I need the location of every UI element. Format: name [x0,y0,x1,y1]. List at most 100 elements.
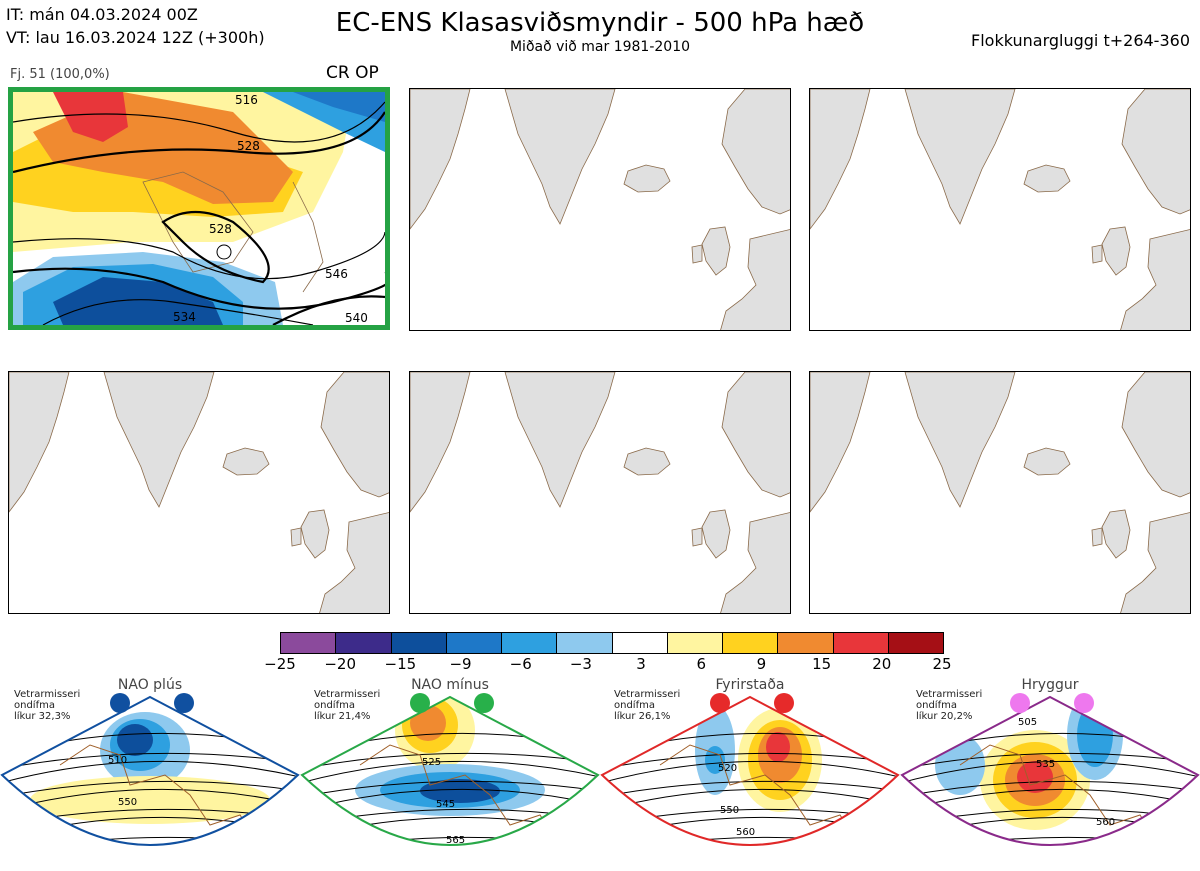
regime-note-line: ondífma [614,700,655,711]
cluster-map-3 [810,89,1190,330]
colorbar-segment [887,633,943,653]
anomaly-shading [705,746,725,774]
regime-note-line: Vetrarmisseri [314,689,381,700]
regime-panel: 525 545 565 NAO mínus Vetrarmisseri ondífma lí… [300,675,600,871]
colorbar-segment [832,633,888,653]
coastline [359,744,561,845]
height-contour [902,788,1198,812]
regime-note-line: ondífma [916,700,957,711]
regime-marker-dot [1074,693,1094,713]
regime-note-line: ondífma [314,700,355,711]
regime-map: 510 550 [0,693,300,846]
height-contour [302,752,598,770]
cluster-panel-4[interactable] [8,371,390,614]
cluster-panel-1[interactable]: 516 528 528 546 534 540 [8,87,390,330]
height-contour [602,844,898,845]
contour-label: 565 [446,835,465,846]
cluster-map-1: 516 528 528 546 534 540 [13,92,385,325]
colorbar-tick-label: −3 [569,655,592,673]
colorbar-tick-label: 20 [872,655,892,673]
regime-note-line: líkur 20,2% [916,711,973,722]
height-contour [602,752,898,770]
valid-time: VT: lau 16.03.2024 12Z (+300h) [6,28,265,47]
cluster-panel-5[interactable] [409,371,791,614]
contour-label: 505 [1018,717,1037,728]
colorbar-tick-label: 9 [756,655,767,673]
colorbar-segment [556,633,612,653]
page-subtitle: Miðað við mar 1981-2010 [509,39,691,55]
cluster-map-5 [410,372,790,613]
init-time: IT: mán 04.03.2024 00Z [6,5,198,24]
colorbar-segment [611,633,667,653]
panel-1-label: Fj. 51 (100,0%) [10,67,110,82]
regime-map: 525 545 565 [300,693,600,846]
height-contour [902,844,1198,845]
contour-label: 560 [736,827,755,838]
regime-note-line: líkur 21,4% [314,711,371,722]
regime-panel: 510 550 NAO plús Vetrarmisseri ondífma líkur … [0,675,300,871]
coastline [659,744,861,845]
height-contour [302,780,598,798]
contour-label: 528 [209,222,232,236]
colorbar-segment [666,633,722,653]
anomaly-shading [1017,761,1053,793]
colorbar-tick-label: −25 [264,655,296,673]
height-contour [302,760,598,784]
colorbar-tick-label: 6 [696,655,707,673]
coastline [959,744,1161,845]
colorbar-segment [722,633,778,653]
height-contour [602,788,898,812]
contour-label: 516 [235,93,258,107]
regime-frame [900,695,1200,846]
contour-label: 535 [1036,759,1055,770]
regime-title: NAO plús [117,677,183,693]
regime-note-line: Vetrarmisseri [916,689,983,700]
cluster-window: Flokkunargluggi t+264-360 [971,31,1190,50]
height-contour [602,760,898,784]
page-title: EC-ENS Klasasviðsmyndir - 500 hPa hæð [335,8,865,38]
contour-label: 545 [436,799,455,810]
colorbar-tick-label: 15 [812,655,832,673]
regime-map: 520 550 560 [600,693,900,846]
contour-label: 560 [1096,817,1115,828]
colorbar-tick-label: 3 [636,655,646,673]
regime-frame [600,695,900,846]
regime-note-line: Vetrarmisseri [614,689,681,700]
height-contour [902,780,1198,798]
regime-note: Vetrarmisseri ondífma líkur 26,1% [614,689,680,722]
regime-marker-dot [410,693,430,713]
regime-note-line: líkur 32,3% [14,711,71,722]
height-contour [302,788,598,812]
colorbar-segment [390,633,446,653]
coastline [59,744,261,845]
cluster-map-2 [410,89,790,330]
regime-note: Vetrarmisseri ondífma líkur 20,2% [916,689,982,722]
height-contour [2,780,298,798]
regime-note-line: Vetrarmisseri [14,689,81,700]
regime-title: Hryggur [1021,677,1079,693]
height-contour [2,760,298,784]
colorbar-tick-label: −6 [509,655,532,673]
contour-label: 546 [325,267,348,281]
contour-label: 550 [118,797,137,808]
height-contour [2,752,298,770]
contour-label: 534 [173,310,196,324]
colorbar-segment [777,633,833,653]
height-contour [602,780,898,798]
regime-marker-dot [110,693,130,713]
cluster-panel-6[interactable] [809,371,1191,614]
cluster-panel-2[interactable] [409,88,791,331]
height-contour [302,844,598,845]
regime-marker-dot [710,693,730,713]
contour-label: 520 [718,763,737,774]
anomaly-shading [30,776,270,824]
colorbar-segment [335,633,391,653]
regime-panel: 505 535 560 Hryggur Vetrarmisseri ondífma líku… [900,675,1200,871]
regime-panel: 520 550 560 Fyrirstaða Vetrarmisseri ondífma l… [600,675,900,871]
colorbar-tick-label: −20 [324,655,356,673]
height-contour [902,760,1198,784]
cluster-panel-3[interactable] [809,88,1191,331]
cluster-map-6 [810,372,1190,613]
colorbar-segment [445,633,501,653]
colorbar-tick-label: −15 [384,655,417,673]
